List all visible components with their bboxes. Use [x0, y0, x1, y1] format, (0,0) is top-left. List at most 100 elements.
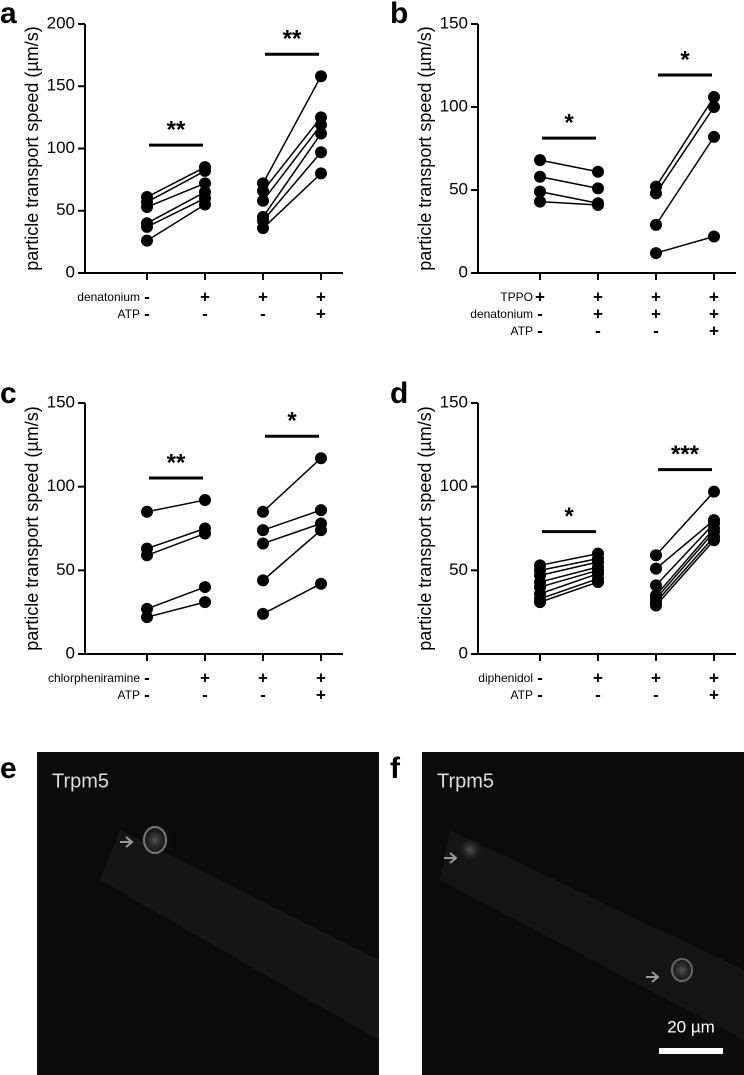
point	[199, 527, 211, 540]
point	[199, 581, 211, 594]
condition-label: TPPO	[500, 290, 533, 304]
point	[257, 222, 269, 235]
point	[141, 505, 153, 518]
condition-sign: +	[200, 287, 210, 306]
pair-line	[655, 106, 715, 194]
condition-label: denatonium	[470, 307, 533, 321]
point	[141, 234, 153, 247]
pair-line	[539, 159, 599, 173]
point	[315, 118, 327, 131]
point	[708, 130, 720, 143]
pair-line	[539, 577, 599, 600]
condition-sign: +	[535, 287, 545, 306]
condition-sign: +	[709, 668, 719, 687]
point	[650, 247, 662, 260]
point	[199, 164, 211, 177]
condition-sign: -	[202, 304, 208, 323]
condition-sign: +	[316, 304, 326, 323]
chart: d particle transport speed (µm/s) 0 50 100 15…	[390, 377, 736, 704]
pair-line	[146, 197, 206, 228]
pair-line	[146, 601, 206, 618]
condition-sign: +	[593, 668, 603, 687]
condition-sign: -	[537, 668, 543, 687]
point	[257, 537, 269, 550]
pair-line	[262, 457, 322, 513]
pair-line	[539, 557, 599, 572]
condition-sign: +	[316, 668, 326, 687]
point	[534, 170, 546, 183]
pair-line	[262, 116, 322, 192]
point	[708, 534, 720, 547]
pair-line	[262, 522, 322, 545]
pair-line	[146, 182, 206, 208]
point	[708, 91, 720, 104]
y-tick-label: 50	[449, 560, 468, 579]
condition-sign: -	[595, 321, 601, 340]
condition-label: ATP	[118, 688, 140, 702]
image-panel-f: 20 µm f Trpm5	[390, 752, 744, 1075]
pair-line	[262, 75, 322, 184]
point	[257, 194, 269, 207]
y-tick-label: 0	[459, 262, 468, 281]
panel-label: e	[0, 752, 17, 785]
point	[141, 220, 153, 233]
pair-line	[146, 527, 206, 550]
point	[257, 574, 269, 587]
point	[315, 70, 327, 83]
condition-sign: +	[709, 287, 719, 306]
point	[534, 195, 546, 208]
condition-sign: -	[653, 685, 659, 704]
caption: Trpm5	[52, 770, 109, 792]
cell-outline	[671, 958, 693, 982]
panel-label: b	[390, 0, 408, 30]
point	[650, 599, 662, 612]
point	[257, 607, 269, 620]
image-panel-e: e Trpm5	[0, 752, 379, 1075]
point	[315, 146, 327, 159]
pair-line	[146, 166, 206, 198]
pair-line	[655, 519, 715, 570]
point	[315, 127, 327, 140]
pair-line	[539, 572, 599, 595]
y-axis-label: particle transport speed (µm/s)	[415, 406, 435, 650]
y-tick-label: 100	[47, 138, 75, 157]
point	[257, 184, 269, 197]
condition-sign: +	[316, 685, 326, 704]
pair-line	[146, 191, 206, 224]
pair-line	[262, 509, 322, 531]
condition-sign: +	[593, 304, 603, 323]
condition-label: ATP	[511, 324, 533, 338]
condition-sign: +	[651, 304, 661, 323]
pair-line	[146, 586, 206, 610]
pair-line	[539, 552, 599, 567]
y-tick-label: 0	[459, 643, 468, 662]
point	[141, 602, 153, 615]
point	[315, 167, 327, 180]
pair-line	[262, 133, 322, 218]
chart: b particle transport speed (µm/s) 0 50 100 15…	[390, 0, 736, 340]
point	[534, 185, 546, 198]
y-axis-label: particle transport speed (µm/s)	[22, 26, 42, 270]
point	[592, 576, 604, 589]
point	[708, 101, 720, 113]
point	[534, 596, 546, 609]
point	[199, 596, 211, 609]
point	[592, 182, 604, 195]
pair-line	[655, 528, 715, 596]
condition-sign: -	[537, 304, 543, 323]
y-tick-label: 100	[440, 476, 468, 495]
point	[199, 177, 211, 190]
significance: *	[564, 503, 574, 530]
scale-bar	[659, 1048, 723, 1054]
condition-sign: -	[653, 321, 659, 340]
condition-sign: +	[709, 321, 719, 340]
condition-sign: +	[200, 668, 210, 687]
significance: *	[287, 408, 297, 435]
condition-sign: -	[144, 304, 150, 323]
panel-label: c	[0, 377, 17, 410]
y-tick-label: 0	[66, 262, 75, 281]
cell	[457, 837, 483, 863]
arrow	[444, 852, 458, 864]
